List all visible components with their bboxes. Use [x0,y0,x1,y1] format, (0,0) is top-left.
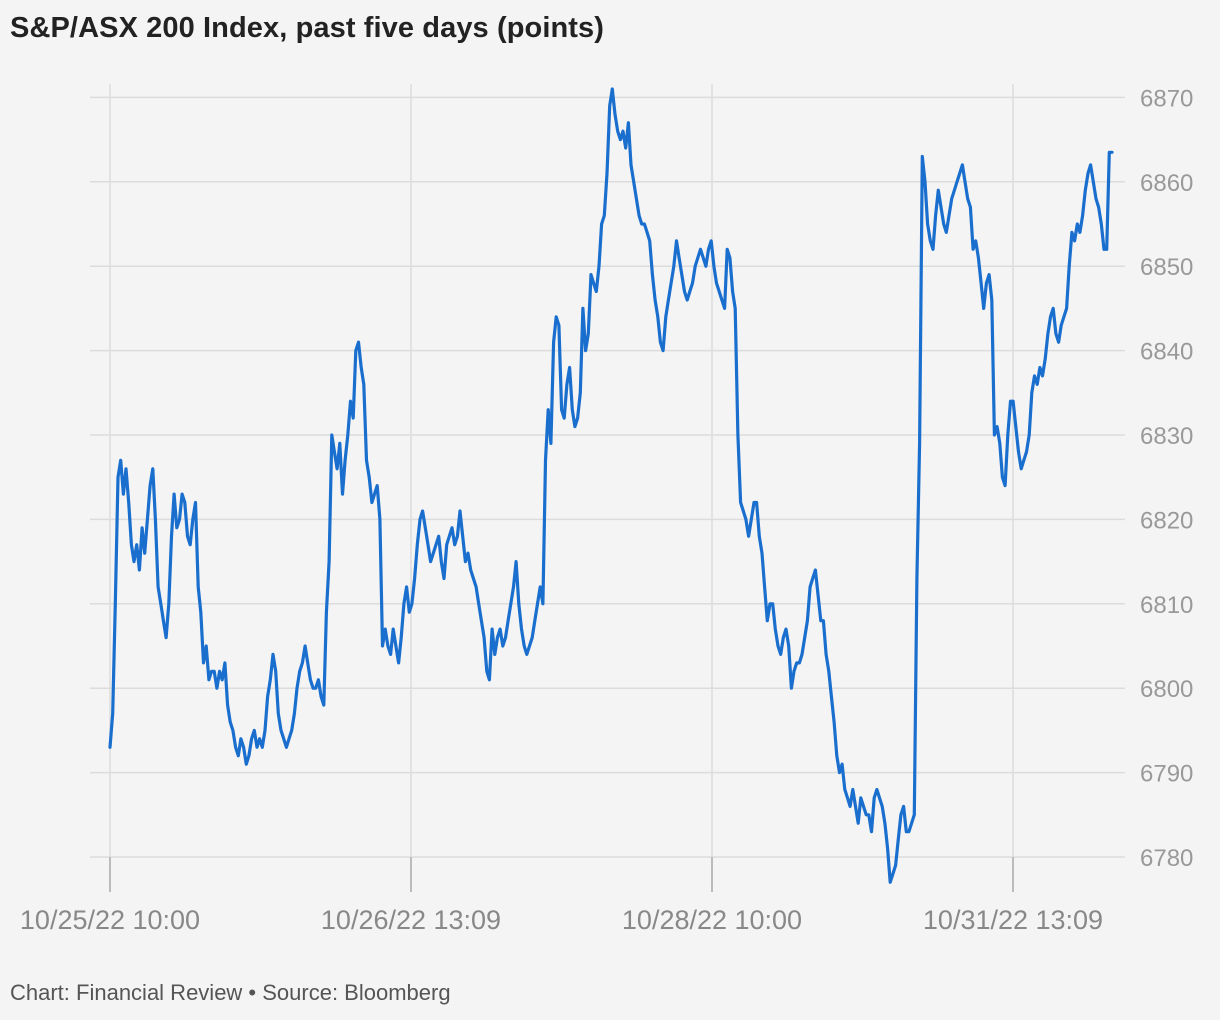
x-axis-ticks: 10/25/22 10:00 10/26/22 13:09 10/28/22 10:… [20,857,1103,935]
y-tick-label: 6810 [1140,592,1193,619]
y-tick-label: 6790 [1140,761,1193,788]
y-tick-label: 6800 [1140,676,1193,703]
y-tick-label: 6840 [1140,339,1193,366]
gridlines [90,84,1125,892]
x-tick-label: 10/31/22 13:09 [923,905,1103,935]
y-tick-label: 6820 [1140,507,1193,534]
x-tick-label: 10/28/22 10:00 [622,905,802,935]
y-tick-label: 6830 [1140,423,1193,450]
x-tick-label: 10/25/22 10:00 [20,905,200,935]
source-note: Chart: Financial Review • Source: Bloomb… [10,980,451,1005]
y-tick-label: 6870 [1140,85,1193,112]
series-line [108,87,1114,884]
y-tick-label: 6850 [1140,254,1193,281]
chart-title: S&P/ASX 200 Index, past five days (point… [10,12,605,44]
y-tick-label: 6860 [1140,170,1193,197]
x-tick-label: 10/26/22 13:09 [321,905,501,935]
y-axis-ticks: 6780 6790 6800 6810 6820 6830 6840 6850 6860 6870 [1140,85,1193,872]
y-tick-label: 6780 [1140,845,1193,872]
